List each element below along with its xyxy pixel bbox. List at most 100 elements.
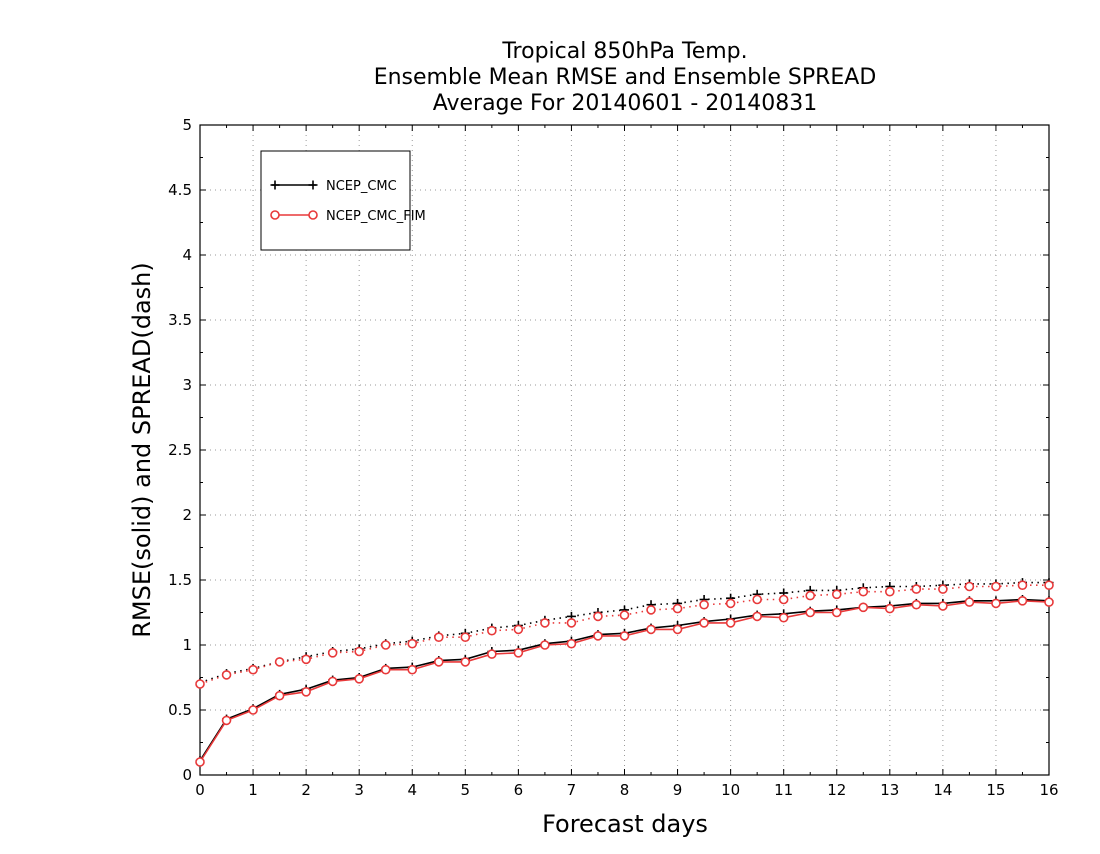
legend-label: NCEP_CMC_FIM — [326, 209, 426, 224]
x-tick-label: 16 — [1039, 781, 1058, 799]
point-ncep-cmc-fim-spread — [831, 589, 842, 600]
point-ncep-cmc-fim-rmse — [460, 657, 471, 667]
x-tick-label: 10 — [721, 781, 740, 799]
chart-title-line-3: Average For 20140601 - 20140831 — [433, 91, 818, 116]
x-tick-label: 8 — [620, 781, 630, 799]
point-ncep-cmc-fim-rmse — [911, 599, 922, 610]
point-ncep-cmc-fim-spread — [354, 646, 364, 657]
x-tick-label: 6 — [514, 781, 524, 799]
point-ncep-cmc-fim-spread — [885, 586, 895, 597]
point-ncep-cmc-fim-rmse — [195, 757, 205, 767]
point-ncep-cmc-fim-rmse — [593, 631, 603, 641]
point-ncep-cmc-fim-spread — [991, 581, 1001, 592]
legend-marker — [270, 210, 280, 220]
axis-ticks — [199, 124, 1050, 776]
point-ncep-cmc-fim-rmse — [805, 607, 816, 618]
point-ncep-cmc-fim-rmse — [752, 611, 762, 622]
point-ncep-cmc-fim-rmse — [725, 618, 736, 628]
point-ncep-cmc-fim-rmse — [380, 664, 391, 675]
y-tick-label: 2.5 — [168, 441, 192, 459]
point-ncep-cmc-fim-rmse — [354, 673, 364, 684]
point-ncep-cmc-fim-rmse — [619, 631, 630, 641]
point-ncep-cmc-fim-spread — [619, 610, 630, 620]
point-ncep-cmc-fim-spread — [487, 625, 497, 636]
point-ncep-cmc-fim-spread — [858, 586, 869, 597]
point-ncep-cmc-fim-spread — [1044, 580, 1054, 591]
point-ncep-cmc-fim-rmse — [699, 618, 709, 628]
legend-marker — [308, 180, 318, 190]
legend: NCEP_CMC NCEP_CMC_FIM — [260, 150, 426, 251]
point-ncep-cmc-fim-rmse — [938, 601, 948, 611]
series-group — [195, 578, 1054, 767]
point-ncep-cmc-fim-rmse — [1017, 595, 1028, 606]
x-tick-label: 15 — [986, 781, 1005, 799]
y-tick-label: 1 — [182, 636, 192, 654]
y-axis-label: RMSE(solid) and SPREAD(dash) — [128, 262, 156, 638]
x-tick-label: 13 — [880, 781, 899, 799]
x-tick-label: 11 — [774, 781, 793, 799]
point-ncep-cmc-fim-rmse — [672, 624, 683, 635]
point-ncep-cmc-fim-spread — [911, 584, 922, 594]
point-ncep-cmc-fim-rmse — [646, 624, 656, 635]
point-ncep-cmc-fim-rmse — [301, 686, 311, 697]
point-ncep-cmc-fim-rmse — [1044, 597, 1054, 607]
legend-item-ncep-cmc-fim: NCEP_CMC_FIM — [270, 209, 426, 224]
legend-label: NCEP_CMC — [326, 179, 397, 194]
point-ncep-cmc-fim-spread — [274, 657, 285, 667]
point-ncep-cmc-fim-spread — [938, 584, 948, 594]
point-ncep-cmc-fim-rmse — [885, 603, 895, 614]
point-ncep-cmc-fim-spread — [566, 618, 577, 628]
point-ncep-cmc-fim-spread — [540, 618, 550, 628]
chart-title-line-2: Ensemble Mean RMSE and Ensemble SPREAD — [374, 65, 877, 90]
point-ncep-cmc-fim-rmse — [248, 705, 258, 715]
point-ncep-cmc-fim-spread — [964, 581, 975, 592]
point-ncep-cmc-fim-spread — [513, 624, 524, 635]
x-tick-label: 0 — [195, 781, 205, 799]
legend-box — [260, 150, 411, 251]
point-ncep-cmc-fim-rmse — [991, 598, 1001, 609]
x-tick-label: 5 — [461, 781, 471, 799]
point-ncep-cmc-fim-spread — [752, 594, 762, 605]
point-ncep-cmc-fim-spread — [407, 638, 418, 649]
point-ncep-cmc-fim-spread — [221, 670, 232, 680]
point-ncep-cmc-fim-rmse — [407, 664, 418, 675]
x-tick-label: 14 — [933, 781, 952, 799]
legend-item-ncep-cmc: NCEP_CMC — [270, 179, 397, 194]
point-ncep-cmc-fim-spread — [778, 594, 789, 605]
y-tick-label: 3 — [182, 376, 192, 394]
x-tick-label: 7 — [567, 781, 577, 799]
point-ncep-cmc-fim-spread — [195, 679, 205, 689]
point-ncep-cmc-fim-rmse — [433, 657, 444, 667]
x-tick-label: 4 — [407, 781, 417, 799]
point-ncep-cmc-fim-spread — [327, 647, 338, 658]
legend-marker — [308, 210, 318, 220]
point-ncep-cmc-fim-rmse — [858, 602, 869, 613]
point-ncep-cmc-fim-spread — [1017, 580, 1028, 591]
point-ncep-cmc-fim-rmse — [778, 612, 789, 623]
y-tick-label: 1.5 — [168, 571, 192, 589]
point-ncep-cmc-fim-spread — [301, 654, 311, 665]
point-ncep-cmc-fim-rmse — [540, 640, 550, 650]
x-tick-label: 3 — [354, 781, 364, 799]
y-tick-label: 5 — [182, 116, 192, 134]
x-axis-label: Forecast days — [542, 810, 708, 838]
x-tick-label: 2 — [301, 781, 311, 799]
series-ncep-cmc-spread-line — [199, 581, 1049, 684]
point-ncep-cmc-fim-spread — [699, 599, 709, 610]
point-ncep-cmc-fim-rmse — [964, 597, 975, 607]
y-tick-labels: 0 0.5 1 1.5 2 2.5 3 3.5 4 4.5 5 — [168, 116, 192, 784]
x-tick-label: 1 — [248, 781, 258, 799]
y-tick-label: 4 — [182, 246, 192, 264]
y-tick-label: 4.5 — [168, 181, 192, 199]
point-ncep-cmc-fim-rmse — [221, 715, 232, 726]
point-ncep-cmc-fim-rmse — [487, 649, 497, 659]
point-ncep-cmc-fim-spread — [805, 590, 816, 601]
point-ncep-cmc-fim-spread — [646, 605, 656, 615]
point-ncep-cmc-fim-spread — [672, 603, 683, 614]
chart-title-line-1: Tropical 850hPa Temp. — [501, 39, 747, 64]
legend-marker — [270, 180, 280, 190]
y-tick-label: 0 — [182, 766, 192, 784]
point-ncep-cmc-fim-spread — [460, 632, 471, 643]
x-tick-label: 9 — [673, 781, 683, 799]
